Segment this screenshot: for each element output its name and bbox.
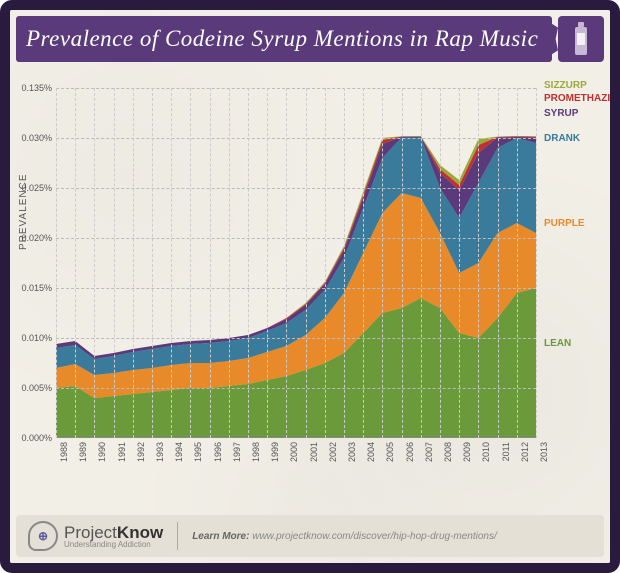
x-tick-label: 1989 [78,442,88,462]
y-tick-label: 0.005% [21,383,56,393]
x-tick-label: 2003 [347,442,357,462]
vgridline [459,88,460,438]
logo: ⊕ ProjectKnow Understanding Addiction [28,521,163,551]
y-tick-label: 0.030% [21,133,56,143]
vgridline [286,88,287,438]
vgridline [440,88,441,438]
x-tick-label: 2009 [462,442,472,462]
logo-icon: ⊕ [28,521,58,551]
vgridline [325,88,326,438]
vgridline [114,88,115,438]
vgridline [56,88,57,438]
y-tick-label: 0.025% [21,183,56,193]
gridline [56,188,536,189]
x-tick-label: 2010 [481,442,491,462]
y-tick-label: 0.020% [21,233,56,243]
logo-word-1: Project [64,523,117,542]
vgridline [267,88,268,438]
footer-divider [177,522,178,550]
x-tick-label: 2002 [328,442,338,462]
x-tick-label: 1996 [213,442,223,462]
bottle-icon-box [558,16,604,62]
learn-more: Learn More: www.projectknow.com/discover… [192,531,497,542]
logo-text: ProjectKnow Understanding Addiction [64,524,163,549]
learn-more-label: Learn More: [192,531,249,542]
x-tick-label: 1995 [193,442,203,462]
logo-tagline: Understanding Addiction [64,541,163,549]
series-label-lean: LEAN [544,338,571,349]
vgridline [133,88,134,438]
series-label-promethazine: PROMETHAZINE [544,93,620,104]
vgridline [498,88,499,438]
gridline [56,138,536,139]
y-tick-label: 0.135% [21,83,56,93]
vgridline [94,88,95,438]
vgridline [517,88,518,438]
title-bar: Prevalence of Codeine Syrup Mentions in … [16,16,552,62]
x-tick-label: 2001 [309,442,319,462]
chart-area: 0.000%0.005%0.010%0.015%0.020%0.025%0.03… [56,88,536,438]
x-tick-label: 1988 [59,442,69,462]
logo-main: ProjectKnow [64,524,163,541]
series-label-syrup: SYRUP [544,108,578,119]
vgridline [229,88,230,438]
x-tick-label: 2007 [424,442,434,462]
vgridline [248,88,249,438]
vgridline [306,88,307,438]
chart-svg [56,88,536,438]
x-tick-label: 2005 [385,442,395,462]
vgridline [421,88,422,438]
x-tick-label: 1993 [155,442,165,462]
x-tick-label: 1997 [232,442,242,462]
x-tick-label: 2011 [501,442,511,461]
gridline [56,388,536,389]
vgridline [152,88,153,438]
x-tick-label: 1990 [97,442,107,462]
gridline [56,288,536,289]
vgridline [478,88,479,438]
x-tick-label: 2000 [289,442,299,462]
infographic-frame: Prevalence of Codeine Syrup Mentions in … [0,0,620,573]
gridline [56,338,536,339]
learn-more-url: www.projectknow.com/discover/hip-hop-dru… [252,531,497,542]
y-tick-label: 0.000% [21,433,56,443]
vgridline [382,88,383,438]
vgridline [344,88,345,438]
series-label-sizzurp: SIZZURP [544,80,587,91]
vgridline [210,88,211,438]
x-tick-label: 1991 [117,442,127,462]
x-tick-label: 1999 [270,442,280,462]
title-text: Prevalence of Codeine Syrup Mentions in … [26,26,538,52]
gridline [56,238,536,239]
footer: ⊕ ProjectKnow Understanding Addiction Le… [16,515,604,557]
vgridline [536,88,537,438]
x-tick-label: 2013 [539,442,549,462]
vgridline [402,88,403,438]
x-tick-label: 1992 [136,442,146,462]
logo-word-2: Know [117,523,163,542]
x-tick-label: 2006 [405,442,415,462]
vgridline [190,88,191,438]
x-tick-label: 2004 [366,442,376,462]
x-axis-line [56,437,536,438]
y-tick-label: 0.010% [21,333,56,343]
x-tick-label: 2012 [520,442,530,462]
x-tick-label: 1998 [251,442,261,462]
vgridline [363,88,364,438]
x-tick-label: 1994 [174,442,184,462]
bottle-icon [572,21,590,57]
series-label-purple: PURPLE [544,218,585,229]
vgridline [171,88,172,438]
series-label-drank: DRANK [544,133,580,144]
x-tick-label: 2008 [443,442,453,462]
gridline [56,88,536,89]
vgridline [75,88,76,438]
y-tick-label: 0.015% [21,283,56,293]
